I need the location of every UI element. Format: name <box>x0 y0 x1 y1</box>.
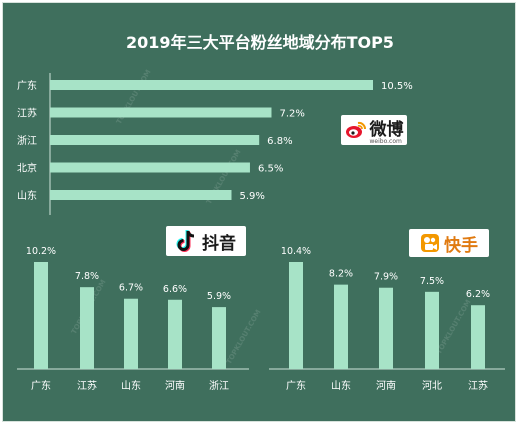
douyin-bar <box>80 287 94 369</box>
douyin-category-label: 浙江 <box>209 380 229 392</box>
weibo-category-label: 广东 <box>17 79 37 92</box>
weibo-category-label: 山东 <box>17 189 37 202</box>
kuaishou-bar <box>289 262 303 369</box>
douyin-category-label: 广东 <box>31 379 51 392</box>
douyin-value-label: 10.2% <box>26 246 56 257</box>
kuaishou-logo-text: 快手 <box>444 235 478 256</box>
weibo-bar <box>50 80 373 90</box>
weibo-logo-sub: weibo.com <box>369 138 402 145</box>
weibo-value-label: 7.2% <box>279 109 304 120</box>
weibo-bar <box>50 135 260 145</box>
weibo-category-label: 江苏 <box>17 107 37 120</box>
weibo-category-label: 北京 <box>17 162 37 175</box>
kuaishou-bar <box>379 287 393 369</box>
weibo-value-label: 6.8% <box>267 136 292 147</box>
douyin-value-label: 6.6% <box>163 284 187 295</box>
kuaishou-bar <box>425 291 439 369</box>
douyin-value-label: 5.9% <box>207 291 231 302</box>
kuaishou-value-label: 7.9% <box>374 272 398 283</box>
douyin-bar <box>124 298 138 369</box>
kuaishou-category-label: 河南 <box>376 379 396 392</box>
douyin-value-label: 6.7% <box>119 283 143 294</box>
douyin-value-label: 7.8% <box>75 271 99 282</box>
weibo-value-label: 6.5% <box>258 164 283 175</box>
kuaishou-value-label: 10.4% <box>281 246 311 257</box>
douyin-logo: 抖音 <box>166 226 246 256</box>
weibo-category-label: 浙江 <box>17 135 37 147</box>
kuaishou-camera-icon <box>421 234 439 252</box>
douyin-category-label: 山东 <box>121 379 141 392</box>
weibo-eye-icon <box>345 121 366 138</box>
kuaishou-bar <box>334 284 348 369</box>
douyin-bar <box>168 299 182 369</box>
kuaishou-value-label: 7.5% <box>420 276 444 287</box>
kuaishou-logo: 快手 <box>409 229 489 257</box>
charts-svg: 广东 10.5% 江苏 7.2% 浙江 6.8% 北京 6.5% 山东 5.9% 10.2% 广东 7.… <box>17 73 505 392</box>
kuaishou-value-label: 6.2% <box>466 289 490 300</box>
weibo-bar <box>50 107 272 118</box>
weibo-bar <box>50 162 250 173</box>
kuaishou-value-label: 8.2% <box>329 269 353 280</box>
kuaishou-category-label: 山东 <box>331 379 351 392</box>
weibo-bar <box>50 190 232 200</box>
kuaishou-category-label: 江苏 <box>468 379 488 392</box>
kuaishou-category-label: 广东 <box>286 379 306 392</box>
douyin-bar <box>212 307 226 369</box>
weibo-value-label: 10.5% <box>381 81 413 92</box>
kuaishou-category-label: 河北 <box>422 380 442 392</box>
chart-title: 2019年三大平台粉丝地域分布TOP5 <box>126 33 394 52</box>
douyin-logo-text: 抖音 <box>202 233 236 254</box>
weibo-logo-text: 微博 <box>369 120 404 140</box>
weibo-value-label: 5.9% <box>239 191 264 202</box>
douyin-bar <box>34 262 48 369</box>
douyin-category-label: 江苏 <box>77 379 97 392</box>
weibo-logo: 微博 weibo.com <box>341 115 407 145</box>
tiktok-note-icon <box>176 230 195 252</box>
douyin-category-label: 河南 <box>165 379 185 392</box>
kuaishou-bar <box>471 305 485 369</box>
